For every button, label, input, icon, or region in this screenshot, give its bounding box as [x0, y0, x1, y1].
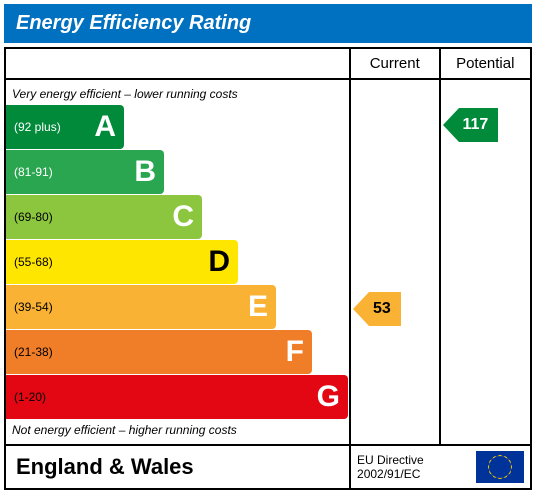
band-e: (39-54) E [6, 285, 349, 329]
band-range: (1-20) [6, 390, 46, 404]
band-letter: E [248, 290, 268, 324]
band-letter: F [286, 335, 304, 369]
arrow-tip-icon [443, 108, 459, 142]
body-row: Very energy efficient – lower running co… [6, 80, 530, 446]
current-header: Current [351, 49, 441, 78]
directive-line2: 2002/91/EC [357, 467, 424, 481]
bands-list: (92 plus) A (81-91) B (69-80) C (55-68) D (39-54… [6, 105, 349, 419]
top-note: Very energy efficient – lower running co… [6, 84, 349, 104]
band-letter: D [208, 245, 230, 279]
arrow-value: 53 [369, 292, 401, 326]
current-column: 53 [351, 80, 441, 444]
band-range: (39-54) [6, 300, 53, 314]
title-bar: Energy Efficiency Rating [4, 4, 532, 43]
arrow-value: 117 [459, 108, 499, 142]
header-spacer [6, 49, 351, 78]
bottom-note: Not energy efficient – higher running co… [6, 420, 349, 440]
band-range: (55-68) [6, 255, 53, 269]
eu-flag-icon [476, 451, 524, 483]
band-f: (21-38) F [6, 330, 349, 374]
header-row: Current Potential [6, 49, 530, 80]
arrow-tip-icon [353, 292, 369, 326]
directive-cell: EU Directive 2002/91/EC [351, 446, 530, 488]
band-bar: (21-38) F [6, 330, 312, 374]
band-letter: C [172, 200, 194, 234]
band-bar: (69-80) C [6, 195, 202, 239]
epc-chart: Energy Efficiency Rating Current Potenti… [0, 0, 536, 494]
potential-column: 117 [441, 80, 530, 444]
band-letter: B [134, 155, 156, 189]
potential-header: Potential [441, 49, 531, 78]
chart-table: Current Potential Very energy efficient … [4, 47, 532, 490]
band-range: (92 plus) [6, 120, 61, 134]
band-a: (92 plus) A [6, 105, 349, 149]
band-c: (69-80) C [6, 195, 349, 239]
band-g: (1-20) G [6, 375, 349, 419]
band-bar: (55-68) D [6, 240, 238, 284]
band-bar: (92 plus) A [6, 105, 124, 149]
footer-row: England & Wales EU Directive 2002/91/EC [6, 446, 530, 488]
region: England & Wales [6, 446, 351, 488]
band-range: (21-38) [6, 345, 53, 359]
directive-line1: EU Directive [357, 453, 424, 467]
title-text: Energy Efficiency Rating [16, 12, 251, 34]
band-bar: (81-91) B [6, 150, 164, 194]
band-bar: (1-20) G [6, 375, 348, 419]
band-bar: (39-54) E [6, 285, 276, 329]
band-letter: A [94, 110, 116, 144]
arrow-current: 53 [353, 292, 401, 326]
band-b: (81-91) B [6, 150, 349, 194]
arrow-potential: 117 [443, 108, 499, 142]
bands-area: Very energy efficient – lower running co… [6, 80, 351, 444]
band-d: (55-68) D [6, 240, 349, 284]
band-letter: G [317, 380, 340, 414]
directive-text: EU Directive 2002/91/EC [357, 453, 424, 482]
band-range: (69-80) [6, 210, 53, 224]
band-range: (81-91) [6, 165, 53, 179]
